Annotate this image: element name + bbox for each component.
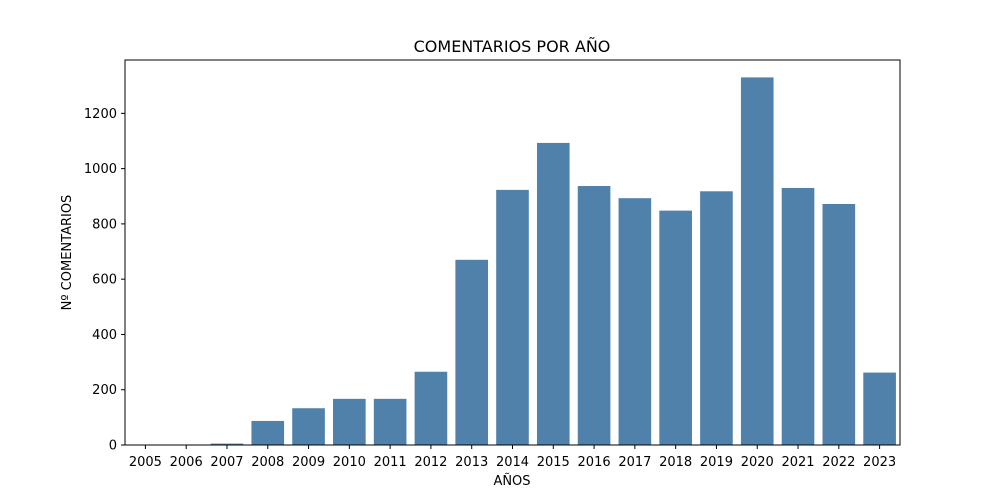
y-tick-label: 1000 xyxy=(84,162,117,177)
x-tick-label: 2015 xyxy=(537,455,570,470)
y-tick-label: 800 xyxy=(92,217,117,232)
x-tick-label: 2011 xyxy=(374,455,407,470)
bar-2022 xyxy=(822,203,856,445)
x-tick-label: 2016 xyxy=(578,455,611,470)
bar-2019 xyxy=(700,191,733,445)
x-tick-label: 2022 xyxy=(822,455,855,470)
y-tick-label: 200 xyxy=(92,383,117,398)
bar-2013 xyxy=(455,259,489,445)
x-axis-ticks: 2005 2006 2007 2008 2009 2010 2011 2012 2013 2014… xyxy=(129,445,896,470)
y-axis-label: Nº COMENTARIOS xyxy=(60,195,75,311)
x-tick-label: 2018 xyxy=(659,455,692,470)
x-tick-label: 2017 xyxy=(618,455,651,470)
x-tick-label: 2012 xyxy=(414,455,447,470)
x-axis-label: AÑOS xyxy=(493,473,530,489)
y-tick-label: 400 xyxy=(92,328,117,343)
y-tick-label: 0 xyxy=(109,439,117,454)
x-tick-label: 2021 xyxy=(781,455,814,470)
x-tick-label: 2019 xyxy=(700,455,733,470)
y-axis-ticks: 0 200 400 600 800 1000 1200 xyxy=(84,107,125,454)
bar-2017 xyxy=(618,198,652,445)
y-tick-label: 600 xyxy=(92,273,117,288)
bar-2008 xyxy=(251,420,285,445)
bar-2018 xyxy=(659,210,692,445)
bar-2016 xyxy=(577,186,611,445)
x-tick-label: 2010 xyxy=(333,455,366,470)
x-tick-label: 2007 xyxy=(210,455,243,470)
bar-2020 xyxy=(740,77,774,445)
bar-2010 xyxy=(333,398,366,445)
x-tick-label: 2009 xyxy=(292,455,325,470)
x-tick-label: 2014 xyxy=(496,455,529,470)
x-tick-label: 2008 xyxy=(251,455,284,470)
bar-2007 xyxy=(210,443,244,445)
bar-2014 xyxy=(496,189,529,445)
x-tick-label: 2013 xyxy=(455,455,488,470)
y-tick-label: 1200 xyxy=(84,107,117,122)
bar-2011 xyxy=(373,398,407,445)
plot-frame xyxy=(124,59,901,446)
bar-2015 xyxy=(536,142,570,445)
bar-2021 xyxy=(781,187,815,445)
x-tick-label: 2005 xyxy=(129,455,162,470)
bar-2012 xyxy=(414,371,448,445)
x-tick-label: 2023 xyxy=(863,455,896,470)
x-tick-label: 2006 xyxy=(170,455,203,470)
bars-layer xyxy=(129,77,896,445)
bar-2009 xyxy=(292,408,325,445)
bar-2023 xyxy=(863,372,896,445)
x-tick-label: 2020 xyxy=(741,455,774,470)
chart-title: COMENTARIOS POR AÑO xyxy=(414,37,611,56)
